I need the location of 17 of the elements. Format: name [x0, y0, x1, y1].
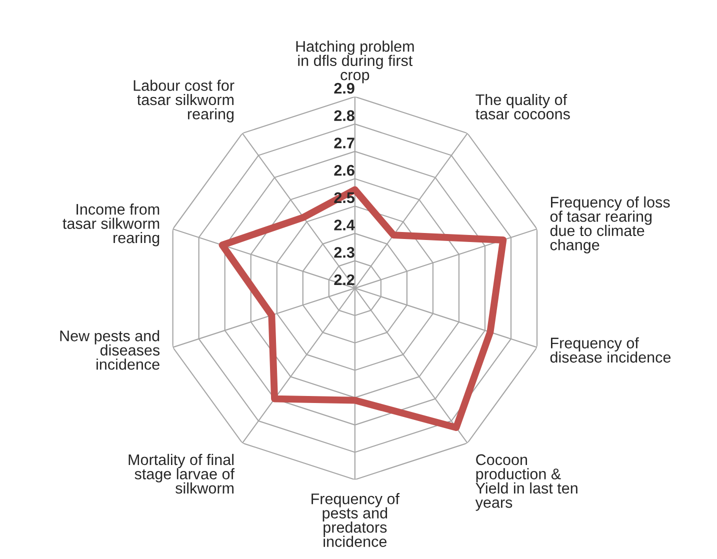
- y-tick-label: 2.7: [334, 138, 354, 148]
- y-tick-label: 2.2: [334, 274, 354, 285]
- spoke-label: Frequency of disease incidence: [550, 337, 671, 363]
- y-tick-label: 2.9: [334, 82, 354, 94]
- spoke-label: Hatching problem in dfls during first crop: [296, 40, 414, 84]
- y-tick-label: 2.3: [334, 246, 354, 258]
- spoke-label: The quality of tasar cocoons: [476, 94, 570, 120]
- y-tick-label: 2.6: [334, 164, 354, 176]
- spoke-label: Cocoon production & Yield in last ten years: [475, 454, 578, 511]
- y-tick-label: 2.8: [334, 110, 354, 122]
- spoke-label: Income from tasar silkworm rearing: [62, 204, 160, 246]
- spoke-label: Frequency of loss of tasar rearing due to climate change: [550, 196, 670, 254]
- spoke-label: Labour cost for tasar silkworm rearing: [134, 80, 234, 122]
- spoke-label: New pests and diseases incidence: [60, 330, 160, 370]
- spoke-label: Frequency of pests and predators incidence: [312, 493, 400, 547]
- spoke-label: Mortality of final stage larvae of silkworm: [128, 454, 235, 494]
- y-tick-label: 2.4: [334, 220, 355, 230]
